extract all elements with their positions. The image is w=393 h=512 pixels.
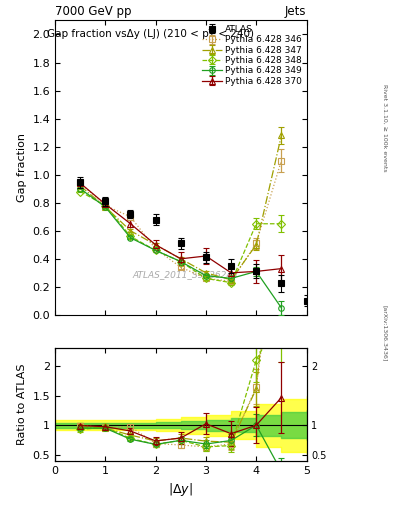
Legend: ATLAS, Pythia 6.428 346, Pythia 6.428 347, Pythia 6.428 348, Pythia 6.428 349, P: ATLAS, Pythia 6.428 346, Pythia 6.428 34… — [200, 23, 304, 88]
Y-axis label: Gap fraction: Gap fraction — [17, 133, 27, 202]
Text: [arXiv:1306.3436]: [arXiv:1306.3436] — [382, 305, 387, 361]
Text: Rivet 3.1.10, ≥ 100k events: Rivet 3.1.10, ≥ 100k events — [382, 84, 387, 172]
Text: Jets: Jets — [285, 5, 307, 18]
Y-axis label: Ratio to ATLAS: Ratio to ATLAS — [17, 364, 27, 445]
X-axis label: $|\Delta y|$: $|\Delta y|$ — [168, 481, 193, 498]
Text: 7000 GeV pp: 7000 GeV pp — [55, 5, 132, 18]
Text: ATLAS_2011_S9126244: ATLAS_2011_S9126244 — [133, 270, 239, 280]
Text: Gap fraction vsΔy (LJ) (210 < pT < 240): Gap fraction vsΔy (LJ) (210 < pT < 240) — [47, 29, 254, 39]
